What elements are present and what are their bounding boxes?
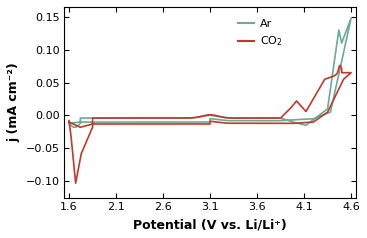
CO₂ — [228, 122, 232, 125]
CO₂ — [155, 123, 159, 125]
Ar — [67, 122, 71, 125]
CO₂ — [301, 107, 305, 110]
Ar — [72, 126, 77, 129]
CO₂ — [67, 119, 71, 122]
Line: Ar: Ar — [69, 18, 351, 127]
CO₂ — [67, 121, 71, 124]
CO₂ — [228, 116, 232, 119]
Ar — [193, 116, 198, 119]
Ar — [196, 116, 200, 119]
Ar — [349, 17, 353, 20]
CO₂ — [338, 64, 342, 67]
CO₂ — [124, 117, 129, 119]
Y-axis label: j (mA cm⁻²): j (mA cm⁻²) — [7, 62, 20, 142]
Ar — [92, 121, 96, 124]
Legend: Ar, CO$_2$: Ar, CO$_2$ — [233, 15, 287, 53]
X-axis label: Potential (V vs. Li/Li⁺): Potential (V vs. Li/Li⁺) — [133, 218, 287, 231]
Line: CO₂: CO₂ — [69, 65, 351, 183]
Ar — [284, 119, 289, 121]
CO₂ — [264, 122, 268, 125]
CO₂ — [73, 182, 78, 185]
Ar — [67, 122, 71, 125]
Ar — [91, 117, 96, 119]
Ar — [83, 117, 87, 119]
